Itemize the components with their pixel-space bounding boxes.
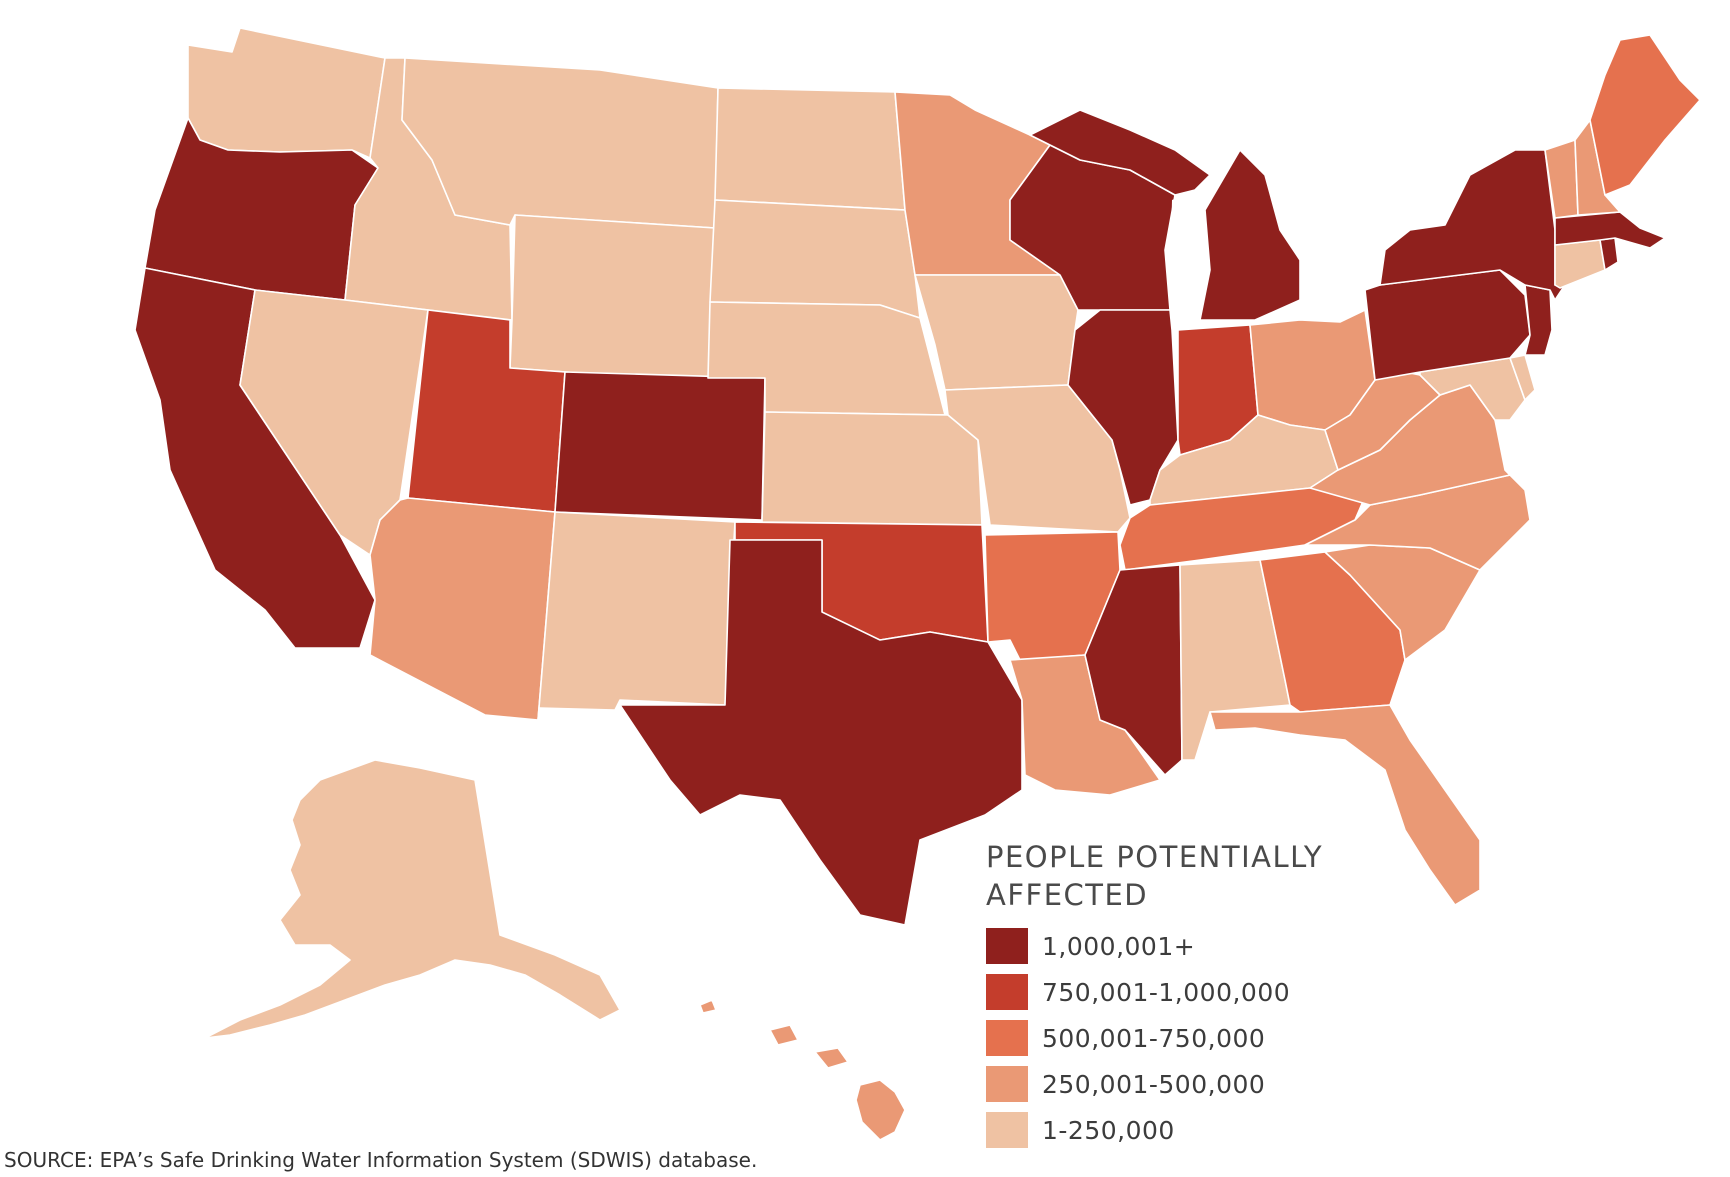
source-note: SOURCE: EPA’s Safe Drinking Water Inform… — [4, 1148, 758, 1172]
legend-swatch — [986, 1112, 1028, 1148]
state-kansas — [761, 411, 983, 526]
state-massachusetts — [1554, 211, 1666, 249]
legend-label: 1,000,001+ — [1042, 931, 1196, 961]
state-alaska — [204, 759, 621, 1039]
legend-title-line1: PEOPLE POTENTIALLY — [986, 840, 1324, 874]
state-hawaii — [699, 999, 906, 1141]
state-montana — [401, 57, 719, 229]
legend-item: 250,001-500,000 — [986, 1066, 1406, 1102]
legend-label: 250,001-500,000 — [1042, 1069, 1266, 1099]
legend-title-line2: AFFECTED — [986, 878, 1149, 912]
legend: PEOPLE POTENTIALLY AFFECTED 1,000,001+ 7… — [986, 838, 1406, 1158]
state-wyoming — [509, 214, 716, 383]
state-north-carolina — [1304, 474, 1531, 571]
legend-title: PEOPLE POTENTIALLY AFFECTED — [986, 838, 1406, 914]
great-lakes-water — [1170, 192, 1200, 325]
state-arizona — [369, 497, 556, 721]
legend-label: 1-250,000 — [1042, 1115, 1175, 1145]
legend-item: 750,001-1,000,000 — [986, 974, 1406, 1010]
state-washington — [187, 27, 386, 159]
state-north-dakota — [714, 87, 906, 211]
state-south-dakota — [709, 199, 921, 319]
state-texas — [619, 539, 1023, 926]
legend-label: 500,001-750,000 — [1042, 1023, 1266, 1053]
state-delaware — [1509, 354, 1536, 401]
legend-swatch — [986, 1020, 1028, 1056]
state-new-jersey — [1524, 284, 1553, 356]
legend-item: 500,001-750,000 — [986, 1020, 1406, 1056]
state-connecticut — [1554, 239, 1606, 289]
state-colorado — [554, 371, 766, 521]
state-maine — [1589, 34, 1701, 196]
legend-swatch — [986, 974, 1028, 1010]
legend-label: 750,001-1,000,000 — [1042, 977, 1291, 1007]
legend-swatch — [986, 1066, 1028, 1102]
state-new-mexico — [537, 511, 736, 721]
legend-swatch — [986, 928, 1028, 964]
state-michigan — [1029, 109, 1301, 321]
legend-item: 1,000,001+ — [986, 928, 1406, 964]
state-florida — [1209, 704, 1481, 906]
state-iowa — [914, 274, 1079, 391]
state-new-hampshire — [1574, 119, 1621, 216]
legend-item: 1-250,000 — [986, 1112, 1406, 1148]
